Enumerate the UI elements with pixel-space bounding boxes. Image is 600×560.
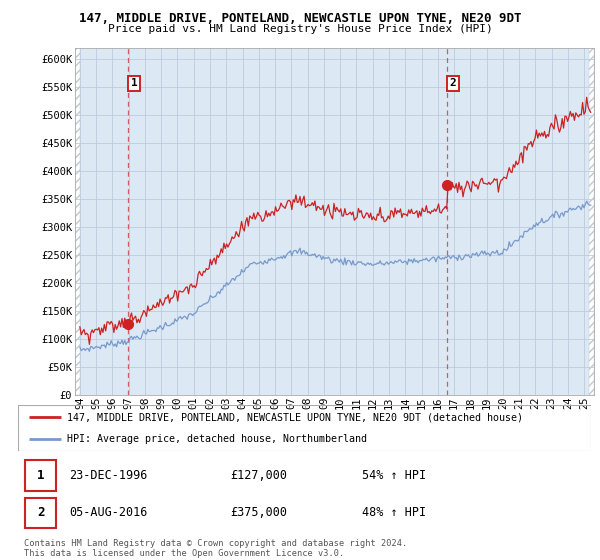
Text: 147, MIDDLE DRIVE, PONTELAND, NEWCASTLE UPON TYNE, NE20 9DT (detached house): 147, MIDDLE DRIVE, PONTELAND, NEWCASTLE … [67, 412, 523, 422]
Text: 48% ↑ HPI: 48% ↑ HPI [362, 506, 426, 520]
Text: 2: 2 [37, 506, 44, 520]
Text: Price paid vs. HM Land Registry's House Price Index (HPI): Price paid vs. HM Land Registry's House … [107, 24, 493, 34]
Text: 1: 1 [37, 469, 44, 482]
Bar [25, 498, 56, 528]
Text: 23-DEC-1996: 23-DEC-1996 [70, 469, 148, 482]
Text: 54% ↑ HPI: 54% ↑ HPI [362, 469, 426, 482]
Text: 1: 1 [131, 78, 137, 88]
Text: £375,000: £375,000 [230, 506, 287, 520]
Bar [25, 460, 56, 491]
Text: 2: 2 [450, 78, 457, 88]
Text: Contains HM Land Registry data © Crown copyright and database right 2024.
This d: Contains HM Land Registry data © Crown c… [24, 539, 407, 558]
Text: 147, MIDDLE DRIVE, PONTELAND, NEWCASTLE UPON TYNE, NE20 9DT: 147, MIDDLE DRIVE, PONTELAND, NEWCASTLE … [79, 12, 521, 25]
Text: HPI: Average price, detached house, Northumberland: HPI: Average price, detached house, Nort… [67, 434, 367, 444]
Text: 05-AUG-2016: 05-AUG-2016 [70, 506, 148, 520]
Text: £127,000: £127,000 [230, 469, 287, 482]
